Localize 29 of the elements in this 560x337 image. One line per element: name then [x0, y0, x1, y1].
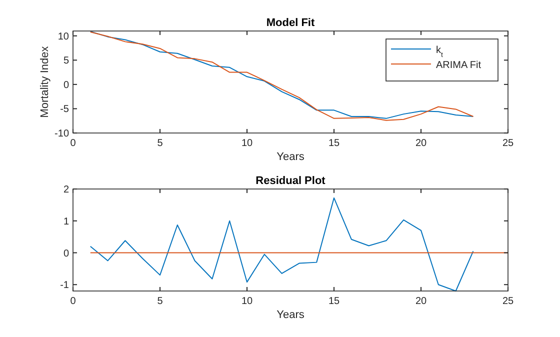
- y-tick-label: -5: [60, 104, 70, 116]
- x-axis-title: Years: [276, 309, 305, 321]
- x-tick-label: 10: [241, 138, 253, 149]
- x-tick-label: 5: [157, 296, 164, 307]
- y-tick-label: 0: [63, 248, 70, 260]
- line-series: [90, 197, 474, 292]
- y-tick-label: -1: [60, 280, 70, 292]
- y-tick-label: 10: [58, 31, 70, 42]
- chart-title: Model Fit: [266, 17, 315, 29]
- chart-title: Residual Plot: [256, 175, 326, 187]
- x-tick-label: 20: [415, 138, 427, 149]
- x-tick-label: 0: [70, 296, 76, 307]
- y-tick-label: 0: [63, 80, 70, 91]
- x-tick-label: 10: [241, 296, 253, 307]
- y-axis-title: Mortality Index: [39, 46, 51, 118]
- x-tick-label: 20: [415, 296, 427, 307]
- x-tick-label: 25: [502, 296, 514, 307]
- x-tick-label: 15: [328, 296, 340, 307]
- x-tick-label: 25: [502, 138, 514, 149]
- y-tick-label: 1: [63, 216, 70, 228]
- legend-label: ARIMA Fit: [436, 60, 482, 71]
- y-tick-label: 5: [63, 56, 70, 67]
- y-tick-label: -10: [54, 128, 70, 140]
- y-tick-label: 2: [63, 184, 70, 196]
- x-tick-label: 5: [157, 138, 164, 149]
- x-tick-label: 15: [328, 138, 340, 149]
- x-axis-title: Years: [276, 151, 305, 163]
- legend-label: k$_{t}$: [436, 45, 443, 58]
- x-tick-label: 0: [70, 138, 76, 149]
